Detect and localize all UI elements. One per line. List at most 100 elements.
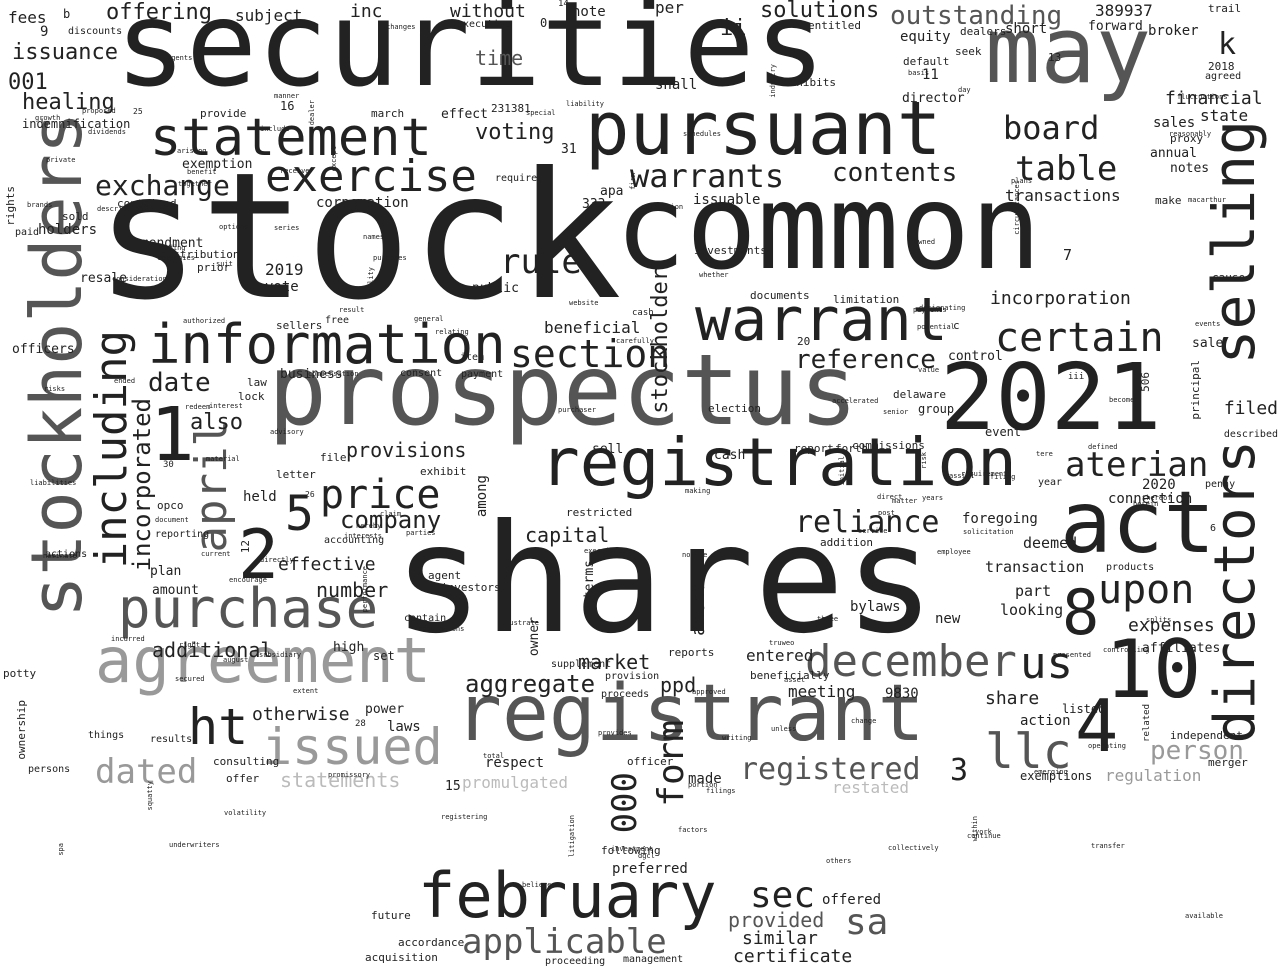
word-control: control [948, 350, 1003, 363]
word-short: short [1005, 22, 1047, 36]
word-unless: unless [771, 726, 796, 733]
word-reference: reference [795, 347, 936, 373]
word-exhibit: exhibit [420, 466, 466, 477]
word-authorized: authorized [183, 318, 225, 325]
word-description: description [97, 206, 143, 213]
word-fluctuations: fluctuations [1177, 94, 1228, 101]
word-amount: amount [152, 584, 199, 597]
word-annual: annual [1150, 147, 1197, 160]
word-forth: forth [835, 443, 868, 454]
word-described: described [1224, 430, 1278, 440]
word-sales: sales [1153, 116, 1195, 130]
word-three: three [817, 616, 838, 623]
word-payments: payments [913, 307, 947, 314]
word-within: within [972, 816, 979, 841]
word-default: default [903, 56, 949, 67]
word-b: b [63, 8, 70, 20]
word-exercisable: exercisable [584, 548, 630, 555]
word-companies: companies [157, 255, 195, 262]
word-solicitation: solicitation [963, 529, 1014, 536]
word-beneficial: beneficial [544, 320, 640, 336]
word-accordance: accordance [398, 937, 464, 948]
word-trading: trading [156, 245, 186, 252]
word-make: make [1155, 195, 1182, 206]
word-389937: 389937 [1095, 3, 1153, 19]
word-file: file [320, 452, 347, 463]
word-management: management [623, 955, 683, 965]
word-parties: parties [406, 530, 436, 537]
word-march: march [371, 108, 404, 119]
word-sell: sell [592, 443, 623, 456]
word-shall: shall [655, 78, 697, 92]
word-website: website [569, 300, 599, 307]
word-future: future [371, 910, 411, 921]
word-presented: presented [1053, 652, 1091, 659]
word-things: things [88, 731, 124, 741]
word-provides: provides [598, 730, 632, 737]
word-material: material [206, 456, 240, 463]
word-offered: offered [822, 893, 881, 907]
word-products: products [1106, 563, 1154, 573]
word-include: include [260, 126, 290, 133]
word-splits: splits [1146, 617, 1171, 624]
word-restricted: restricted [566, 507, 632, 518]
word-post: post [878, 510, 895, 517]
word-pursuant: pursuant [585, 92, 941, 166]
word-investors: investors [441, 582, 501, 593]
word-firm: firm [630, 173, 637, 190]
word-relating: relating [435, 329, 469, 336]
word-power: power [365, 703, 404, 716]
word-9830: 9830 [885, 687, 919, 701]
word-cash: cash [632, 309, 654, 318]
word-liabilities: liabilities [30, 480, 76, 487]
word-sale: sale [1192, 337, 1223, 350]
word-secured: secured [175, 676, 205, 683]
word-persons: persons [28, 765, 70, 775]
word-13: 13 [1048, 52, 1061, 63]
word-preferred: preferred [612, 862, 688, 876]
word-compensation: compensation [308, 371, 359, 378]
word-listed: listed [1062, 703, 1105, 715]
word-aterian: aterian [1065, 448, 1208, 482]
word-regulations: regulations [418, 626, 464, 633]
word-otherwise: otherwise [252, 706, 350, 724]
word-filing: filing [990, 474, 1015, 481]
word-notice: notice [682, 552, 707, 559]
word-required: required [495, 174, 543, 184]
word-nominate: nominate [43, 553, 77, 560]
word-transfer: transfer [1091, 843, 1125, 850]
word-12: 12 [240, 540, 251, 553]
word-issuable: issuable [693, 193, 760, 207]
word-dealers: dealers [960, 26, 1006, 37]
word-limitation: limitation [833, 294, 899, 305]
word-squatty: squatty [147, 781, 154, 811]
word-filed: filed [1224, 400, 1278, 418]
word-together: together [178, 181, 212, 188]
word-believe: believe [522, 882, 552, 889]
word-total: total [483, 753, 504, 760]
word-special: special [526, 110, 556, 117]
word-lock: lock [238, 391, 265, 402]
word-registering: registering [441, 814, 487, 821]
word-terms: terms [583, 560, 596, 599]
word-delaware: delaware [893, 389, 946, 400]
word-free: free [325, 316, 349, 326]
word-state: state [1200, 108, 1248, 124]
word-cause: cause [1212, 272, 1245, 283]
word-making: making [685, 488, 710, 495]
word-direct: direct [877, 494, 902, 501]
word-benefit: benefit [187, 169, 217, 176]
word-available: available [1185, 913, 1223, 920]
word-notes: notes [1170, 162, 1209, 175]
word-ppd: ppd [660, 675, 696, 695]
word-incorporated: incorporated [130, 398, 154, 571]
word-part: part [1015, 584, 1051, 599]
word-laws: laws [387, 720, 421, 734]
word-events: events [1195, 321, 1220, 328]
word-factors: factors [678, 827, 708, 834]
word-agents: agents [167, 55, 192, 62]
word-voting: voting [475, 122, 554, 144]
word-initial: initial [839, 456, 846, 486]
word-directly: directly [260, 557, 294, 564]
